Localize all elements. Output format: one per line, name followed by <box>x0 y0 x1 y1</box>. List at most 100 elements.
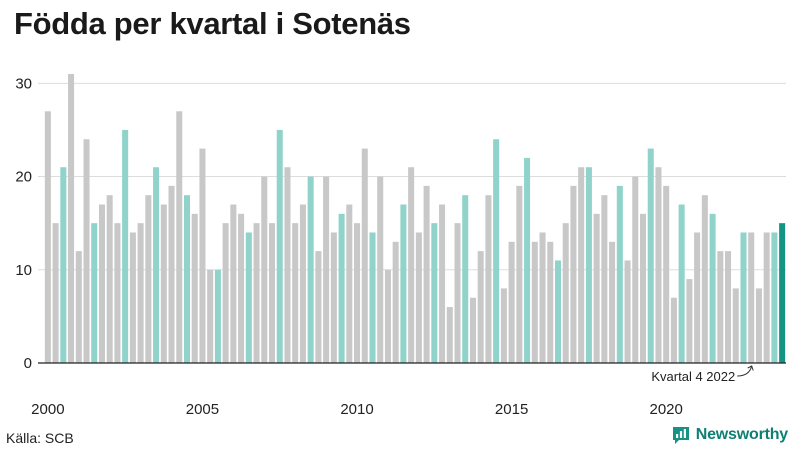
bar <box>740 232 747 363</box>
bar <box>423 185 430 363</box>
x-tick-label: 2020 <box>650 401 683 418</box>
bar <box>377 176 384 363</box>
bar <box>686 279 693 363</box>
bar <box>640 213 647 363</box>
bar <box>292 223 299 363</box>
bar <box>269 223 276 363</box>
bar <box>678 204 685 363</box>
x-axis-ticks: 2000 2005 2010 2015 2020 <box>31 401 683 418</box>
bar <box>732 288 739 363</box>
bars <box>44 74 786 363</box>
bar <box>114 223 121 363</box>
bar <box>601 195 608 363</box>
y-tick-label: 20 <box>15 169 32 186</box>
chart-title: Födda per kvartal i Sotenäs <box>14 6 411 41</box>
bar <box>307 176 314 363</box>
bar <box>431 223 438 363</box>
x-tick-label: 2015 <box>495 401 528 418</box>
bar <box>763 232 770 363</box>
bar <box>52 223 59 363</box>
bar <box>585 167 592 363</box>
y-tick-label: 30 <box>15 75 32 92</box>
bar <box>477 251 484 363</box>
bar <box>384 269 391 363</box>
bar <box>508 241 515 363</box>
annotation: Kvartal 4 2022 <box>651 365 754 384</box>
bar <box>593 213 600 363</box>
annotation-arrow <box>737 365 754 377</box>
bar <box>616 185 623 363</box>
x-tick-label: 2005 <box>186 401 219 418</box>
bar <box>299 204 306 363</box>
bar <box>709 213 716 363</box>
bar <box>238 213 245 363</box>
bar <box>199 148 206 363</box>
bar <box>469 297 476 363</box>
bar <box>547 241 554 363</box>
bar <box>191 213 198 363</box>
bar <box>454 223 461 363</box>
bar <box>68 74 75 363</box>
brand-name: Newsworthy <box>695 426 788 443</box>
brand-logo: Newsworthy <box>671 425 788 445</box>
bar <box>717 251 724 363</box>
bar <box>624 260 631 363</box>
bar <box>755 288 762 363</box>
bar <box>655 167 662 363</box>
bar <box>122 129 129 363</box>
bar <box>346 204 353 363</box>
bar <box>701 195 708 363</box>
bar <box>524 157 531 363</box>
bar <box>214 269 221 363</box>
bar <box>609 241 616 363</box>
bar <box>516 185 523 363</box>
bar <box>408 167 415 363</box>
bar <box>44 111 51 363</box>
bar <box>75 251 82 363</box>
bar <box>578 167 585 363</box>
bar <box>493 139 500 363</box>
bar <box>400 204 407 363</box>
bar <box>632 176 639 363</box>
bar <box>539 232 546 363</box>
bar <box>91 223 98 363</box>
bar <box>562 223 569 363</box>
source-note: Källa: SCB <box>6 430 74 446</box>
bar <box>176 111 183 363</box>
bar <box>230 204 237 363</box>
bar <box>60 167 67 363</box>
bar <box>354 223 361 363</box>
bar <box>145 195 152 363</box>
bar <box>531 241 538 363</box>
bar <box>570 185 577 363</box>
bar <box>647 148 654 363</box>
bar <box>253 223 260 363</box>
y-axis-ticks: 0 10 20 30 <box>15 75 32 372</box>
bar <box>315 251 322 363</box>
bar <box>694 232 701 363</box>
bar <box>323 176 330 363</box>
y-tick-label: 0 <box>24 355 32 372</box>
bar <box>207 269 214 363</box>
bar <box>261 176 268 363</box>
bar <box>392 241 399 363</box>
bar <box>137 223 144 363</box>
x-tick-label: 2000 <box>31 401 64 418</box>
bar <box>245 232 252 363</box>
bar <box>439 204 446 363</box>
bar <box>83 139 90 363</box>
bar <box>276 129 283 363</box>
bar <box>106 195 113 363</box>
bar <box>168 185 175 363</box>
y-tick-label: 10 <box>15 262 32 279</box>
bar <box>670 297 677 363</box>
bar <box>361 148 368 363</box>
bar <box>446 307 453 363</box>
bar <box>462 195 469 363</box>
bar <box>369 232 376 363</box>
bar <box>129 232 136 363</box>
bar <box>663 185 670 363</box>
bar <box>98 204 105 363</box>
bar <box>725 251 732 363</box>
